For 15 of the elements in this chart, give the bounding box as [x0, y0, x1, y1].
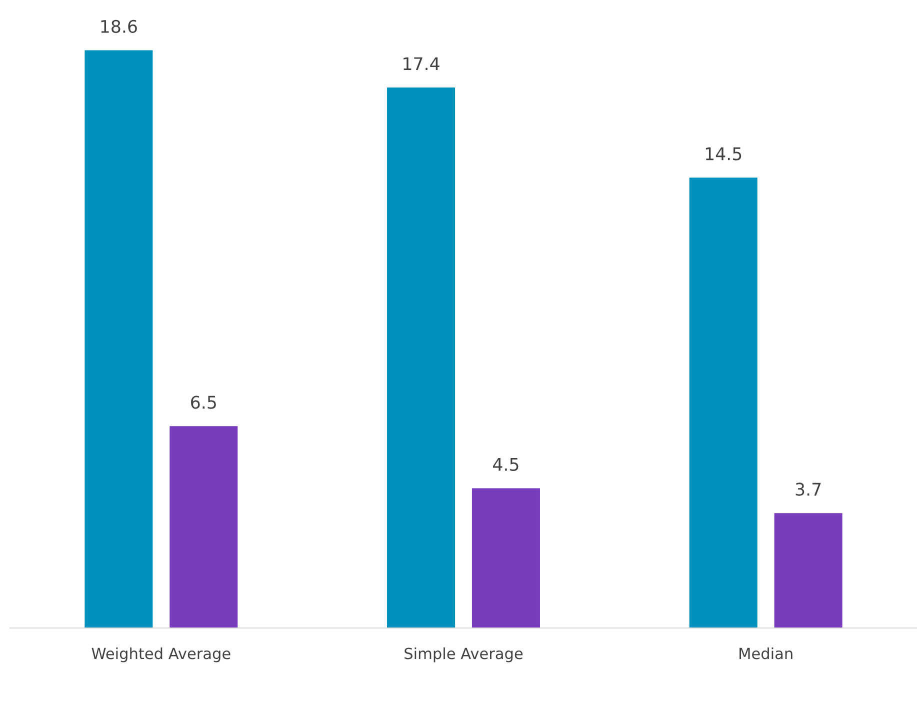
data-label: 17.4 — [404, 57, 440, 70]
x-tick-label: Median — [740, 647, 792, 660]
data-label: 14.5 — [706, 147, 742, 160]
x-tick-label: Weighted Average — [92, 647, 230, 662]
bar — [170, 426, 238, 628]
data-label: 3.7 — [796, 482, 821, 496]
bar — [84, 50, 153, 628]
data-label: 4.5 — [493, 458, 518, 471]
bar — [387, 88, 456, 628]
bar — [472, 488, 540, 628]
data-label: 18.6 — [101, 20, 137, 33]
x-tick-label: Simple Average — [404, 647, 523, 662]
data-label: 6.5 — [191, 396, 216, 409]
bar — [774, 513, 842, 628]
bar — [689, 178, 758, 628]
